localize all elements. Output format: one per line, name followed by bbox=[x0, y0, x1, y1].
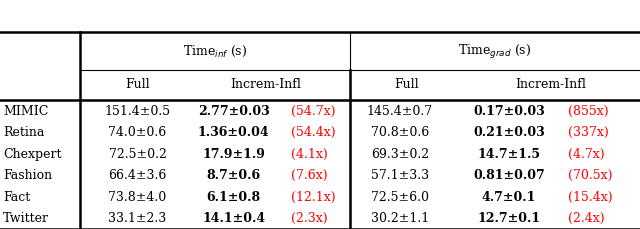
Text: Time$_{grad}$ (s): Time$_{grad}$ (s) bbox=[458, 43, 532, 60]
Text: 70.8±0.6: 70.8±0.6 bbox=[371, 126, 429, 139]
Text: Increm-Infl: Increm-Infl bbox=[230, 78, 301, 91]
Text: Chexpert: Chexpert bbox=[3, 148, 61, 161]
Text: (855x): (855x) bbox=[568, 105, 608, 117]
Text: Retina: Retina bbox=[3, 126, 45, 139]
Text: 57.1±3.3: 57.1±3.3 bbox=[371, 169, 429, 182]
Text: Full: Full bbox=[394, 78, 419, 91]
Text: 17.9±1.9: 17.9±1.9 bbox=[202, 148, 265, 161]
Text: 145.4±0.7: 145.4±0.7 bbox=[367, 105, 433, 117]
Text: Fact: Fact bbox=[3, 191, 31, 204]
Text: (70.5x): (70.5x) bbox=[568, 169, 612, 182]
Text: 0.21±0.03: 0.21±0.03 bbox=[473, 126, 545, 139]
Text: (337x): (337x) bbox=[568, 126, 609, 139]
Text: (12.1x): (12.1x) bbox=[291, 191, 336, 204]
Text: 74.0±0.6: 74.0±0.6 bbox=[108, 126, 167, 139]
Text: Twitter: Twitter bbox=[3, 212, 49, 225]
Text: (2.4x): (2.4x) bbox=[568, 212, 604, 225]
Text: 151.4±0.5: 151.4±0.5 bbox=[104, 105, 171, 117]
Text: (2.3x): (2.3x) bbox=[291, 212, 328, 225]
Text: 69.3±0.2: 69.3±0.2 bbox=[371, 148, 429, 161]
Text: (54.4x): (54.4x) bbox=[291, 126, 336, 139]
Text: 14.1±0.4: 14.1±0.4 bbox=[202, 212, 265, 225]
Text: Time$_{inf}$ (s): Time$_{inf}$ (s) bbox=[183, 44, 247, 59]
Text: 1.36±0.04: 1.36±0.04 bbox=[198, 126, 269, 139]
Text: 72.5±6.0: 72.5±6.0 bbox=[371, 191, 429, 204]
Text: 66.4±3.6: 66.4±3.6 bbox=[108, 169, 167, 182]
Text: Full: Full bbox=[125, 78, 150, 91]
Text: (4.7x): (4.7x) bbox=[568, 148, 604, 161]
Text: 2.77±0.03: 2.77±0.03 bbox=[198, 105, 269, 117]
Text: 30.2±1.1: 30.2±1.1 bbox=[371, 212, 429, 225]
Text: 8.7±0.6: 8.7±0.6 bbox=[207, 169, 260, 182]
Text: (15.4x): (15.4x) bbox=[568, 191, 612, 204]
Text: Increm-Infl: Increm-Infl bbox=[515, 78, 586, 91]
Text: 6.1±0.8: 6.1±0.8 bbox=[207, 191, 260, 204]
Text: (54.7x): (54.7x) bbox=[291, 105, 336, 117]
Text: (4.1x): (4.1x) bbox=[291, 148, 328, 161]
Text: 0.17±0.03: 0.17±0.03 bbox=[473, 105, 545, 117]
Text: 33.1±2.3: 33.1±2.3 bbox=[108, 212, 167, 225]
Text: Fashion: Fashion bbox=[3, 169, 52, 182]
Text: 73.8±4.0: 73.8±4.0 bbox=[108, 191, 167, 204]
Text: 0.81±0.07: 0.81±0.07 bbox=[473, 169, 545, 182]
Text: 14.7±1.5: 14.7±1.5 bbox=[477, 148, 540, 161]
Text: 4.7±0.1: 4.7±0.1 bbox=[482, 191, 536, 204]
Text: (7.6x): (7.6x) bbox=[291, 169, 328, 182]
Text: 12.7±0.1: 12.7±0.1 bbox=[477, 212, 540, 225]
Text: 72.5±0.2: 72.5±0.2 bbox=[109, 148, 166, 161]
Text: MIMIC: MIMIC bbox=[3, 105, 49, 117]
